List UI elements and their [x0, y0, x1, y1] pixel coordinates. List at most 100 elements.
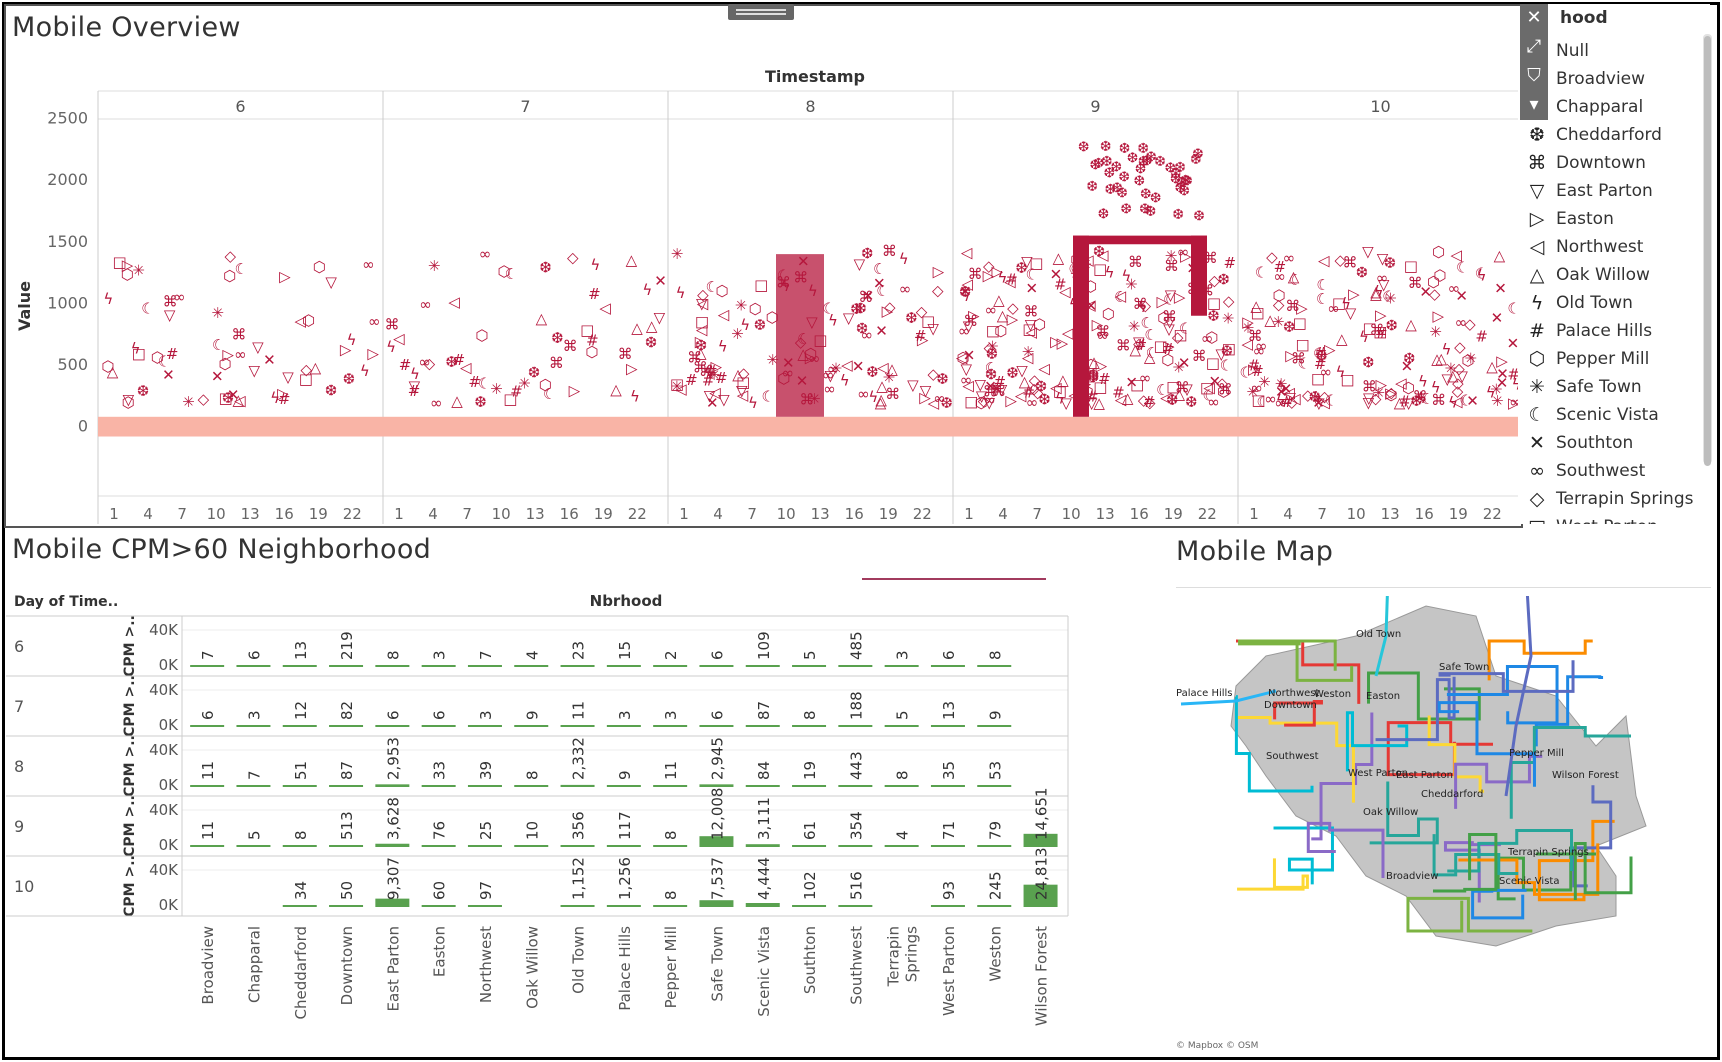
scatter-mark: ⬡ [1402, 379, 1415, 397]
scatter-mark: ✕ [1209, 372, 1222, 390]
legend-item[interactable]: ☾ Scenic Vista [1526, 402, 1658, 428]
legend-item[interactable]: ✕ Southton [1526, 430, 1633, 456]
day-header: 10 [1370, 97, 1390, 116]
legend-item[interactable]: Chapparal [1526, 94, 1643, 120]
legend-symbol-icon: △ [1529, 264, 1545, 286]
legend-item[interactable]: ▽ East Parton [1526, 178, 1653, 204]
scatter-mark: △ [626, 251, 638, 269]
scatter-mark: ❆ [1384, 254, 1397, 272]
route-track [1311, 712, 1374, 841]
scatter-mark: □ [1206, 354, 1220, 372]
legend-item[interactable]: ▷ Easton [1526, 206, 1614, 232]
scatter-mark: △ [1093, 394, 1105, 412]
scatter-mark: ϟ [1277, 378, 1287, 396]
scatter-mark: ✕ [1507, 334, 1518, 352]
scatter-mark: ✕ [227, 386, 240, 404]
bar [606, 905, 641, 907]
scatter-mark: ▽ [252, 338, 264, 356]
scatter-mark: ❆ [1134, 174, 1146, 190]
scatter-mark: ❆ [1093, 156, 1105, 172]
scatter-mark: # [685, 371, 698, 389]
bar [329, 905, 364, 907]
scatter-mark: ☾ [234, 260, 247, 278]
legend-item[interactable]: ∞ Southwest [1526, 458, 1645, 484]
bar-value-label: 443 [847, 751, 865, 780]
scatter-mark: ⬡ [1433, 267, 1446, 285]
close-icon[interactable]: ✕ [1526, 7, 1542, 28]
bar-value-label: 11 [199, 761, 217, 780]
scatter-mark: ▽ [1456, 367, 1468, 385]
axis-tick-label: 40K [149, 801, 179, 819]
scatter-mark: ⌘ [1431, 391, 1446, 409]
scatter-mark: ∞ [234, 346, 247, 364]
bar [421, 725, 456, 727]
scatter-mark: ⌘ [991, 382, 1006, 400]
drag-handle[interactable] [728, 4, 794, 20]
scatter-mark: ◇ [1032, 383, 1044, 401]
scatter-mark: # [278, 390, 291, 408]
bar-value-label: 13 [292, 641, 310, 660]
hour-tick-label: 7 [1317, 505, 1327, 523]
bar [560, 725, 595, 727]
legend-item[interactable]: # Palace Hills [1526, 318, 1652, 344]
scatter-mark: ✳ [211, 304, 224, 322]
scatter-mark: ◇ [1453, 359, 1465, 377]
legend-item[interactable]: Null [1526, 38, 1589, 64]
nbrhood-legend[interactable]: hood Null Broadview Chapparal ❆ Cheddarford ⌘… [1520, 4, 1710, 524]
legend-label: Safe Town [1556, 377, 1642, 397]
bar [421, 845, 456, 847]
bar [930, 905, 965, 907]
scatter-mark: ◇ [567, 249, 579, 267]
dense-mark-column [1191, 235, 1207, 316]
legend-item[interactable]: ⌘ Downtown [1526, 150, 1646, 176]
scatter-mark: ☾ [1421, 390, 1434, 408]
menu-dropdown-icon[interactable]: ▾ [1529, 94, 1539, 115]
scatter-mark: ◇ [983, 257, 995, 275]
bar [375, 784, 410, 787]
scatter-mark: ❆ [695, 337, 708, 355]
scatter-mark: △ [886, 360, 898, 378]
legend-item[interactable]: □ West Parton [1526, 514, 1658, 524]
legend-label: Southwest [1556, 461, 1646, 481]
map-label: Easton [1366, 691, 1400, 702]
mobile-map[interactable]: Old Town Northwest Safe Town Palace Hills We… [1176, 596, 1711, 1052]
scatter-mark: ⌘ [1412, 387, 1427, 405]
scatter-mark: ❆ [1098, 206, 1110, 222]
legend-item[interactable]: ⬡ Pepper Mill [1526, 346, 1650, 372]
scatter-mark: ϟ [840, 371, 850, 389]
scatter-mark: ✳ [132, 261, 145, 279]
scatter-mark: ϟ [1341, 294, 1351, 312]
scatter-mark: □ [1332, 294, 1346, 312]
bar [375, 665, 410, 667]
bar-value-label: 3,111 [755, 797, 773, 840]
legend-item[interactable]: Broadview [1526, 66, 1645, 92]
scatter-mark: □ [921, 312, 935, 330]
bar [977, 785, 1012, 787]
scatter-mark: ∞ [822, 366, 835, 384]
scatter-mark: ▷ [1385, 384, 1397, 402]
legend-scroll-thumb[interactable] [1704, 36, 1711, 466]
legend-item[interactable]: ◇ Terrapin Springs [1526, 486, 1694, 512]
legend-item[interactable]: △ Oak Willow [1526, 262, 1650, 288]
legend-item[interactable]: ϟ Old Town [1526, 290, 1633, 316]
legend-item[interactable]: ✳ Safe Town [1526, 374, 1642, 400]
scatter-mark: △ [875, 391, 887, 409]
y-tick-label: 1500 [47, 232, 88, 251]
legend-item[interactable]: ◁ Northwest [1526, 234, 1644, 260]
filter-icon[interactable]: ⛉ [1527, 65, 1541, 86]
bar [375, 843, 410, 847]
scatter-mark: ∞ [368, 313, 381, 331]
scatter-mark: ∞ [1250, 379, 1263, 397]
scatter-mark: ❆ [137, 382, 150, 400]
scatter-mark: ❆ [1104, 182, 1116, 198]
scatter-mark: ▽ [920, 382, 932, 400]
bar-value-label: 6 [431, 710, 449, 720]
legend-item[interactable]: ❆ Cheddarford [1526, 122, 1662, 148]
scatter-mark: ◁ [1451, 246, 1463, 264]
bar [421, 785, 456, 787]
route-track [1458, 843, 1600, 896]
popout-icon[interactable]: ⤢ [1526, 36, 1542, 57]
scatter-mark: ◇ [1223, 292, 1235, 310]
